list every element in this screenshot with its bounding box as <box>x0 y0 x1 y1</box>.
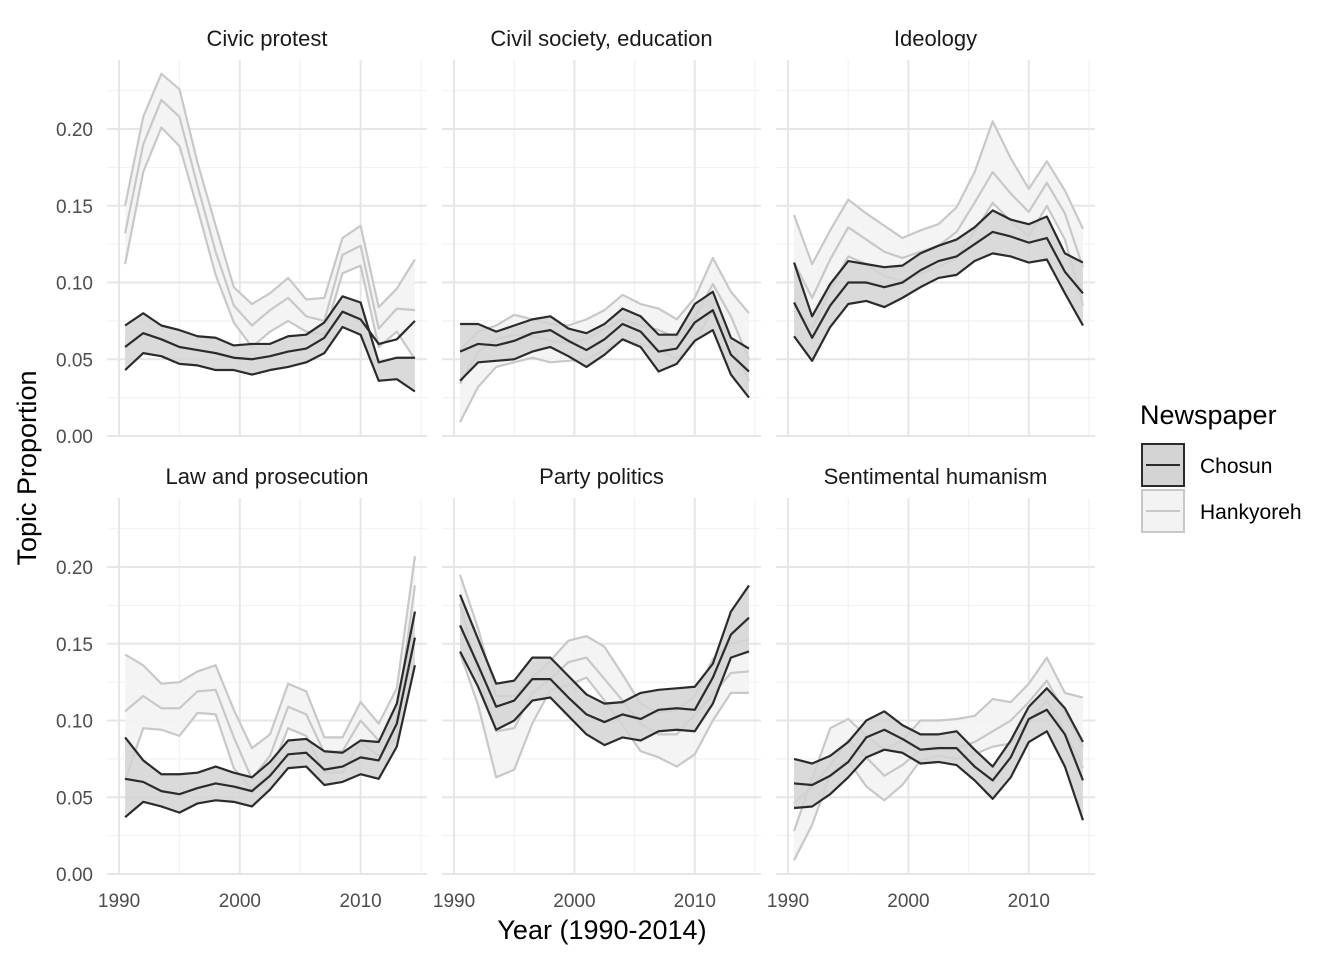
x-tick-label: 2000 <box>219 891 261 912</box>
panel-4: Party politics 1990 2000 2010 <box>433 464 761 912</box>
line-hankyoreh-upper <box>459 256 750 351</box>
y-tick-label: 0.05 <box>56 788 93 809</box>
x-tick-label: 1990 <box>433 891 475 912</box>
x-tick-label: 1990 <box>767 891 809 912</box>
legend-label-hankyoreh: Hankyoreh <box>1200 501 1302 524</box>
line-chosun-lower <box>124 665 416 819</box>
line-hankyoreh-upper <box>124 72 416 309</box>
y-axis-title: Topic Proportion <box>12 370 42 565</box>
panel-3: Law and prosecution 0.00 0.05 0.10 0.15 0.20 1… <box>56 464 427 912</box>
ribbon-hankyoreh <box>125 556 415 790</box>
y-tick-label: 0.10 <box>56 712 93 733</box>
panel-title: Ideology <box>894 26 977 51</box>
ribbon-chosun <box>794 688 1083 821</box>
line-chosun-mean <box>459 616 750 724</box>
x-tick-label: 2000 <box>887 891 929 912</box>
y-tick-label: 0.00 <box>56 427 93 448</box>
line-hankyoreh-upper <box>793 656 1084 832</box>
y-tick-label: 0.15 <box>56 197 93 218</box>
panels-layer: Civic protest 0.00 0.05 0.10 0.15 0.20 Civil s… <box>56 26 1095 912</box>
line-chosun-lower <box>459 329 750 399</box>
panel-1: Civil society, education <box>442 26 761 437</box>
x-tick-label: 2010 <box>1008 891 1050 912</box>
line-hankyoreh-upper <box>793 120 1084 266</box>
line-chosun-upper <box>459 584 750 705</box>
line-chosun-mean <box>793 708 1084 787</box>
line-hankyoreh-mean <box>124 98 416 330</box>
ribbon-chosun <box>794 210 1083 361</box>
line-chosun-upper <box>124 611 417 779</box>
legend-title: Newspaper <box>1140 400 1277 430</box>
line-chosun-lower <box>793 730 1085 821</box>
line-chosun-upper <box>793 209 1084 318</box>
x-tick-label: 2000 <box>553 891 595 912</box>
line-chosun-upper <box>460 290 750 350</box>
line-chosun-lower <box>459 650 750 747</box>
x-axis-title: Year (1990-2014) <box>497 915 706 945</box>
panel-title: Law and prosecution <box>165 464 368 489</box>
y-tick-label: 0.05 <box>56 350 93 371</box>
line-hankyoreh-mean <box>124 585 417 780</box>
panel-0: Civic protest 0.00 0.05 0.10 0.15 0.20 <box>56 26 427 448</box>
line-chosun-lower <box>124 325 416 393</box>
line-chosun-mean <box>124 310 416 361</box>
line-chosun-upper <box>124 295 415 364</box>
y-tick-label: 0.20 <box>56 120 93 141</box>
ribbon-hankyoreh <box>794 657 1083 861</box>
ribbon-chosun <box>460 291 749 398</box>
x-tick-label: 2010 <box>674 891 716 912</box>
y-tick-label: 0.10 <box>56 274 93 295</box>
line-hankyoreh-lower <box>124 126 416 360</box>
line-chosun-mean <box>459 309 750 373</box>
line-chosun-upper <box>793 687 1084 768</box>
line-hankyoreh-lower <box>459 652 749 779</box>
legend: Newspaper Chosun Hankyoreh <box>1140 400 1302 533</box>
panel-title: Civil society, education <box>490 26 712 51</box>
panel-title: Party politics <box>539 464 664 489</box>
line-chosun-mean <box>793 230 1084 339</box>
line-hankyoreh-upper <box>124 556 417 750</box>
ribbon-chosun <box>460 585 749 746</box>
y-tick-label: 0.00 <box>56 865 93 886</box>
legend-label-chosun: Chosun <box>1200 455 1272 478</box>
y-tick-label: 0.20 <box>56 558 93 579</box>
line-chosun-lower <box>793 252 1084 362</box>
panel-2: Ideology <box>776 26 1095 437</box>
line-chosun-mean <box>124 637 417 796</box>
x-tick-label: 2010 <box>339 891 381 912</box>
panel-5: Sentimental humanism 1990 2000 2010 <box>767 464 1095 912</box>
x-tick-label: 1990 <box>98 891 140 912</box>
ribbon-hankyoreh <box>125 73 415 360</box>
y-tick-label: 0.15 <box>56 635 93 656</box>
panel-title: Sentimental humanism <box>824 464 1048 489</box>
panel-title: Civic protest <box>206 26 327 51</box>
